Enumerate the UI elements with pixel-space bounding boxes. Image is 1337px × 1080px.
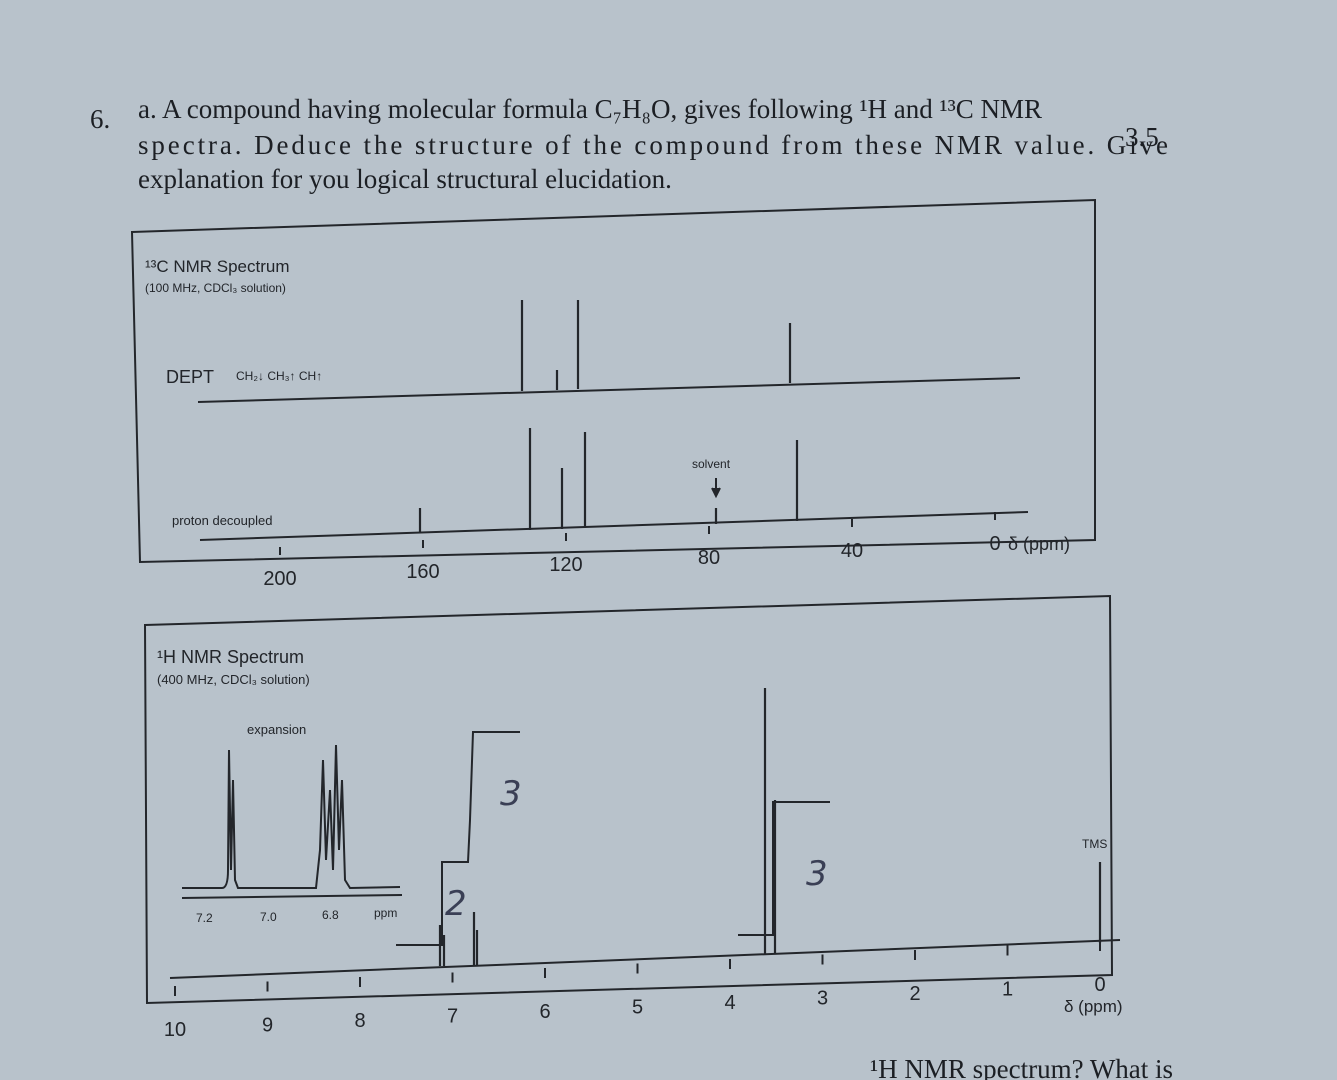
tick-label: 10: [164, 1019, 186, 1041]
expansion-axis: [181, 894, 403, 899]
question-line: explanation for you logical structural e…: [138, 164, 672, 194]
tick-label: 4: [724, 992, 735, 1014]
solvent-arrow: [711, 478, 721, 499]
integration-curve: [396, 731, 830, 946]
dept-label: DEPT: [166, 367, 214, 387]
handwritten-integral: 3: [500, 774, 522, 814]
tick-label: 200: [263, 568, 296, 590]
tick-label: 3: [817, 988, 828, 1010]
tick-label: 6: [539, 1001, 550, 1023]
tick-label: 5: [632, 997, 643, 1019]
expansion-unit: ppm: [374, 906, 397, 920]
handwritten-integral: 3: [806, 854, 828, 894]
c13-spectrum: ¹³C NMR Spectrum (100 MHz, CDCl₃ solutio…: [130, 198, 1096, 590]
handwritten-integral: 2: [445, 884, 467, 924]
marks: 3.5: [1125, 122, 1159, 152]
tms-label: TMS: [1082, 837, 1107, 851]
conditions: (100 MHz, CDCl₃ solution): [145, 281, 286, 295]
tick-label: 160: [406, 561, 439, 583]
c13-peaks: [418, 428, 799, 533]
tick-label: 7: [447, 1006, 458, 1028]
axis-ticks: 200 160 120 80 40 0: [263, 512, 1001, 590]
expansion-label: expansion: [247, 722, 306, 737]
axis-label: δ (ppm): [1064, 997, 1123, 1016]
dept-peaks: [520, 300, 792, 391]
axis-label: δ (ppm): [1008, 534, 1070, 554]
baseline: [199, 511, 1029, 541]
frame: [143, 594, 1114, 1005]
dept-baseline: [197, 377, 1021, 403]
tick-label: 2: [909, 983, 920, 1005]
frame: [130, 198, 1096, 564]
title: ¹³C NMR Spectrum: [145, 257, 290, 276]
question-line: spectra. Deduce the structure of the com…: [138, 130, 1168, 160]
expansion-tick: 6.8: [322, 908, 339, 922]
conditions: (400 MHz, CDCl₃ solution): [157, 672, 310, 687]
proton-decoupled: proton decoupled: [172, 513, 272, 528]
expansion-tick: 7.2: [196, 911, 213, 925]
tick-label: 0: [1094, 974, 1105, 996]
expansion-trace: [182, 744, 401, 890]
footer-fragment: ¹H NMR spectrum? What is: [870, 1054, 1173, 1080]
expansion-tick: 7.0: [260, 910, 277, 924]
dept-legend: CH₂↓ CH₃↑ CH↑: [236, 369, 322, 383]
axis-ticks: 10 9 8 7 6 5 4 3 2 1 0: [164, 941, 1106, 1041]
tick-label: 9: [262, 1015, 273, 1037]
solvent-label: solvent: [692, 457, 731, 471]
tick-label: 1: [1002, 979, 1013, 1001]
tick-label: 80: [698, 547, 720, 569]
h1-spectrum: ¹H NMR Spectrum (400 MHz, CDCl₃ solution…: [143, 594, 1123, 1041]
baseline: [169, 939, 1121, 979]
tick-label: 8: [354, 1010, 365, 1032]
question-number: 6.: [90, 104, 110, 134]
tick-label: 40: [841, 540, 863, 562]
tick-label: 0: [989, 533, 1000, 555]
question-line: a. A compound having molecular formula C…: [138, 94, 1042, 124]
title: ¹H NMR Spectrum: [157, 647, 304, 667]
tick-label: 120: [549, 554, 582, 576]
